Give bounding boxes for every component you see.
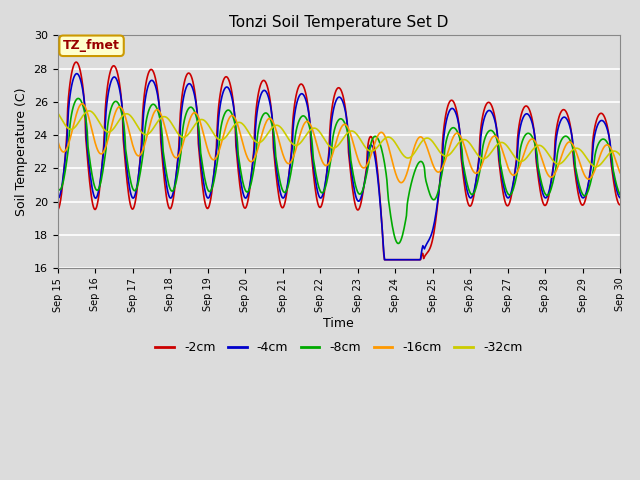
-32cm	[408, 153, 416, 159]
Line: -16cm: -16cm	[58, 104, 620, 183]
-16cm	[425, 151, 433, 156]
Y-axis label: Soil Temperature (C): Soil Temperature (C)	[15, 87, 28, 216]
-32cm	[64, 125, 72, 131]
-4cm	[381, 257, 388, 263]
-4cm	[54, 195, 61, 201]
-8cm	[64, 151, 72, 156]
-4cm	[209, 176, 217, 182]
-32cm	[592, 164, 600, 169]
-2cm	[425, 247, 433, 253]
-16cm	[397, 180, 404, 186]
-8cm	[209, 181, 217, 187]
-16cm	[54, 137, 61, 143]
Line: -4cm: -4cm	[58, 73, 620, 260]
Line: -2cm: -2cm	[58, 62, 620, 260]
-16cm	[180, 139, 188, 145]
-32cm	[424, 135, 432, 141]
-4cm	[122, 161, 130, 167]
Line: -32cm: -32cm	[58, 111, 620, 167]
-8cm	[616, 192, 624, 197]
-4cm	[64, 121, 72, 127]
-2cm	[54, 207, 61, 213]
-2cm	[122, 172, 130, 178]
-4cm	[409, 257, 417, 263]
X-axis label: Time: Time	[323, 317, 354, 330]
-4cm	[425, 237, 433, 242]
-32cm	[180, 134, 188, 140]
-16cm	[209, 157, 217, 163]
Legend: -2cm, -4cm, -8cm, -16cm, -32cm: -2cm, -4cm, -8cm, -16cm, -32cm	[150, 336, 527, 360]
-8cm	[395, 240, 403, 246]
-32cm	[616, 152, 624, 158]
-16cm	[122, 118, 130, 123]
-2cm	[72, 59, 80, 65]
-8cm	[122, 152, 130, 157]
Text: TZ_fmet: TZ_fmet	[63, 39, 120, 52]
-2cm	[209, 178, 217, 183]
-32cm	[85, 108, 93, 114]
-2cm	[409, 257, 417, 263]
-32cm	[54, 110, 61, 116]
-8cm	[425, 189, 433, 195]
-32cm	[122, 111, 130, 117]
-4cm	[180, 95, 188, 101]
-4cm	[616, 195, 624, 201]
-8cm	[74, 96, 82, 101]
-8cm	[409, 175, 417, 181]
-2cm	[381, 257, 388, 263]
-2cm	[64, 106, 72, 111]
-4cm	[73, 71, 81, 76]
Line: -8cm: -8cm	[58, 98, 620, 243]
-8cm	[54, 184, 61, 190]
-32cm	[209, 130, 217, 136]
-16cm	[409, 150, 417, 156]
-16cm	[64, 144, 72, 149]
-2cm	[180, 84, 188, 89]
-16cm	[616, 170, 624, 176]
-16cm	[78, 101, 86, 107]
-8cm	[180, 122, 188, 128]
-2cm	[616, 202, 624, 208]
Title: Tonzi Soil Temperature Set D: Tonzi Soil Temperature Set D	[229, 15, 449, 30]
